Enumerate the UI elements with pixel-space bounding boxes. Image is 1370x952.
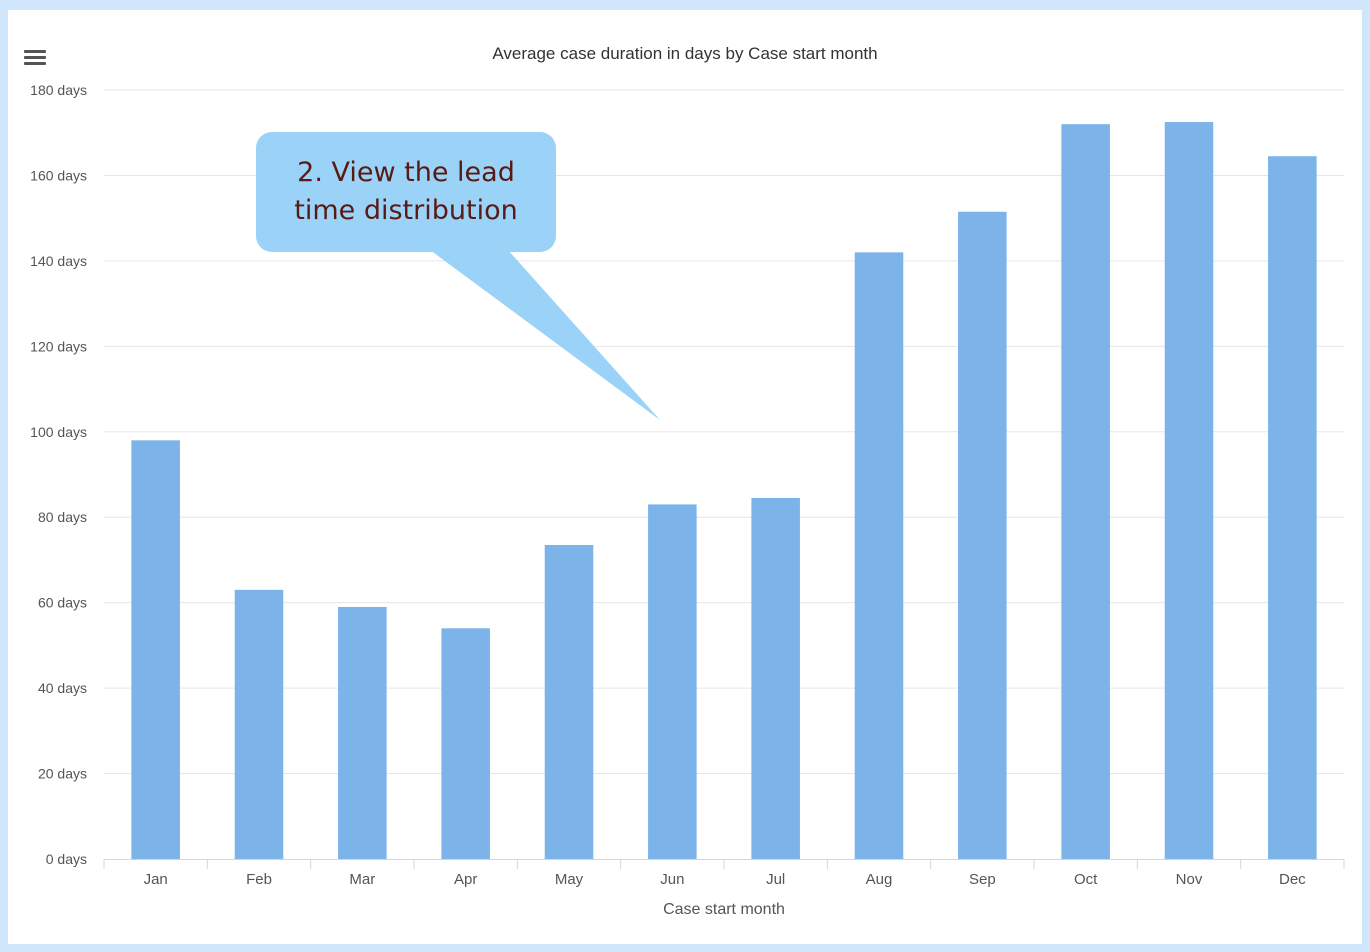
x-axis: Jan Feb Mar Apr May Jun Jul Aug Sep Oct Nov Dec — [103, 859, 1345, 888]
callout-line-1: 2. View the lead — [297, 157, 515, 188]
bar-aug[interactable] — [854, 252, 904, 859]
bars — [131, 122, 1317, 860]
x-tick-label: Apr — [454, 871, 477, 888]
x-tick-label: Jul — [766, 871, 785, 888]
callout-pointer — [430, 250, 660, 420]
bar-oct[interactable] — [1061, 124, 1110, 859]
y-axis-labels: 0 days 20 days 40 days 60 days 80 days 100 da… — [30, 82, 87, 867]
bar-dec[interactable] — [1268, 156, 1317, 859]
y-tick-label: 100 days — [30, 424, 87, 440]
y-tick-label: 160 days — [30, 167, 87, 183]
x-tick-label: May — [555, 871, 584, 888]
y-tick-label: 40 days — [38, 680, 87, 696]
x-tick-label: Aug — [866, 871, 893, 888]
bar-jun[interactable] — [648, 504, 697, 859]
chart-title: Average case duration in days by Case st… — [492, 44, 878, 63]
callout-text: 2. View the lead time distribution — [258, 154, 554, 230]
bar-feb[interactable] — [234, 589, 284, 859]
y-tick-label: 0 days — [46, 851, 87, 867]
y-tick-label: 60 days — [38, 595, 87, 611]
x-tick-label: Jun — [660, 871, 684, 888]
hamburger-menu-icon[interactable] — [24, 50, 46, 68]
x-tick-label: Sep — [969, 871, 996, 888]
bar-nov[interactable] — [1164, 122, 1214, 859]
y-tick-label: 20 days — [38, 766, 87, 782]
x-tick-label: Mar — [349, 871, 375, 888]
x-tick-label: Jan — [144, 871, 168, 888]
y-tick-label: 180 days — [30, 82, 87, 98]
bar-apr[interactable] — [441, 628, 490, 859]
callout-line-2: time distribution — [294, 195, 518, 226]
bar-sep[interactable] — [958, 211, 1007, 860]
bar-jul[interactable] — [751, 497, 800, 859]
callout-box — [256, 132, 556, 252]
x-tick-label: Nov — [1176, 871, 1203, 888]
x-tick-label: Oct — [1074, 871, 1098, 888]
y-tick-label: 80 days — [38, 509, 87, 525]
callout-bubble — [256, 132, 660, 420]
y-tick-label: 120 days — [30, 338, 87, 354]
x-axis-title: Case start month — [663, 901, 785, 918]
bar-mar[interactable] — [338, 606, 387, 859]
bar-jan[interactable] — [131, 440, 180, 859]
y-tick-label: 140 days — [30, 253, 87, 269]
x-tick-label: Feb — [246, 871, 272, 888]
bar-may[interactable] — [544, 544, 594, 859]
x-tick-label: Dec — [1279, 871, 1306, 888]
